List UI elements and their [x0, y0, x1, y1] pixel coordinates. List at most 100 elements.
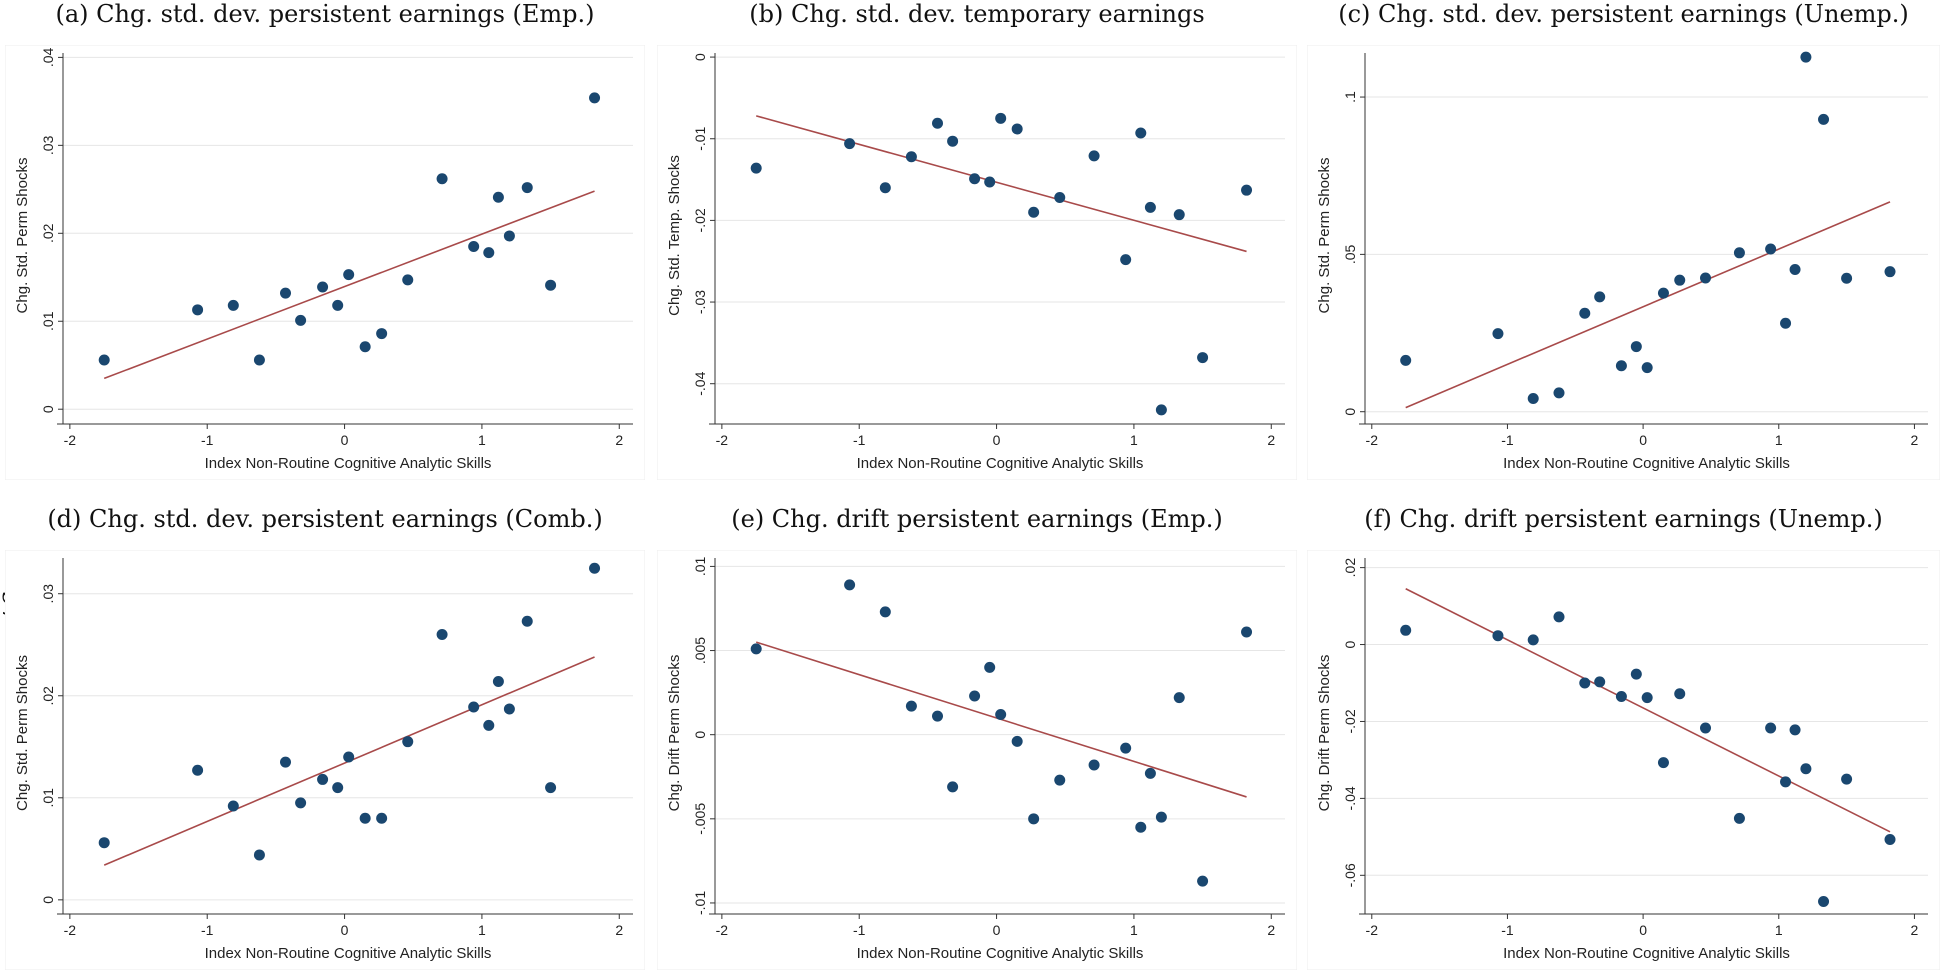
y-tick-label: -.04 — [692, 371, 708, 395]
data-point — [947, 781, 959, 793]
data-point — [492, 191, 504, 203]
data-point — [376, 812, 388, 824]
data-point — [1088, 759, 1100, 771]
data-point — [1657, 757, 1669, 769]
data-point — [1733, 812, 1745, 824]
y-tick-label: -.04 — [1342, 786, 1358, 810]
x-tick-label: -1 — [853, 922, 866, 938]
data-point — [317, 773, 329, 785]
data-point — [750, 162, 762, 174]
x-axis-title: Index Non-Routine Cognitive Analytic Ski… — [1503, 455, 1790, 472]
y-tick-label: .05 — [1342, 244, 1358, 264]
x-tick-label: -1 — [1501, 432, 1514, 448]
data-point — [879, 182, 891, 194]
data-point — [192, 764, 204, 776]
y-tick-label: .01 — [40, 788, 56, 808]
y-tick-label: .005 — [692, 637, 708, 664]
chart-plot: -2 -1 0 1 2 0 .01 .02 .03 Index Non-Routine Cogni… — [5, 550, 645, 970]
x-axis-title: Index Non-Routine Cognitive Analytic Ski… — [1503, 945, 1790, 962]
fit-line — [1405, 588, 1891, 833]
data-point — [521, 615, 533, 627]
data-point — [376, 328, 388, 340]
y-tick-label: .01 — [692, 556, 708, 576]
data-point — [1400, 624, 1412, 636]
x-tick-label: -1 — [1501, 922, 1514, 938]
chart-title: (e) Chg. drift persistent earnings (Emp.… — [731, 505, 1223, 533]
data-point — [905, 151, 917, 163]
y-tick-label: 0 — [692, 731, 708, 739]
data-point — [1400, 354, 1412, 366]
data-point — [1800, 763, 1812, 775]
chart-plot: -2 -1 0 1 2 -.06 -.04 -.02 0 .02 Index Non-Routine… — [1307, 550, 1940, 970]
data-point — [98, 837, 110, 849]
x-tick-label: 1 — [1130, 922, 1138, 938]
data-point — [1594, 676, 1606, 688]
y-axis-title: Chg. Std. Perm Shocks — [14, 158, 31, 314]
data-point — [1641, 692, 1653, 704]
x-tick-label: -2 — [716, 922, 729, 938]
data-point — [253, 849, 265, 861]
x-tick-label: 0 — [341, 922, 349, 938]
x-tick-label: 2 — [1911, 922, 1919, 938]
data-point — [1120, 254, 1132, 266]
y-tick-label: .01 — [40, 311, 56, 331]
y-tick-label: 0 — [692, 53, 708, 61]
data-point — [1780, 776, 1792, 788]
data-point — [1733, 247, 1745, 259]
x-tick-label: -1 — [201, 922, 214, 938]
x-tick-label: 2 — [1267, 922, 1275, 938]
y-tick-label: -.005 — [692, 803, 708, 835]
data-point — [1028, 206, 1040, 218]
data-point — [317, 281, 329, 293]
data-point — [483, 719, 495, 731]
data-point — [1011, 123, 1023, 135]
data-point — [192, 304, 204, 316]
chart-plot: -2 -1 0 1 2 -.01 -.005 0 .005 .01 Index Non-Routin… — [657, 550, 1297, 970]
data-point — [1011, 735, 1023, 747]
data-point — [1884, 266, 1896, 278]
y-tick-label: 0 — [40, 405, 56, 413]
chart-frame — [657, 550, 1297, 970]
data-point — [1197, 875, 1209, 887]
data-point — [1054, 192, 1066, 204]
x-tick-label: -2 — [64, 922, 77, 938]
data-point — [1088, 150, 1100, 162]
data-point — [1700, 272, 1712, 284]
x-tick-label: -2 — [716, 432, 729, 448]
data-point — [1241, 626, 1253, 638]
data-point — [932, 710, 944, 722]
chart-frame — [1307, 45, 1940, 480]
data-point — [1780, 317, 1792, 329]
data-point — [483, 247, 495, 259]
x-tick-label: 2 — [615, 432, 623, 448]
data-point — [1789, 263, 1801, 275]
data-point — [1700, 722, 1712, 734]
data-point — [1054, 774, 1066, 786]
data-point — [1657, 287, 1669, 299]
data-point — [1579, 307, 1591, 319]
x-tick-label: 2 — [615, 922, 623, 938]
x-tick-label: -1 — [201, 432, 214, 448]
fit-line — [103, 190, 595, 380]
chart-title: (a) Chg. std. dev. persistent earnings (… — [55, 0, 595, 28]
y-tick-label: .02 — [40, 686, 56, 706]
data-point — [1241, 184, 1253, 196]
data-point — [1841, 773, 1853, 785]
x-tick-label: 2 — [1267, 432, 1275, 448]
chart-plot: -2 -1 0 1 2 -.04 -.03 -.02 -.01 0 Index Non-Routin… — [657, 45, 1297, 480]
data-point — [1120, 742, 1132, 754]
data-point — [280, 756, 292, 768]
data-point — [492, 675, 504, 687]
data-point — [1527, 634, 1539, 646]
data-point — [436, 629, 448, 641]
data-point — [1674, 688, 1686, 700]
x-tick-label: 0 — [341, 432, 349, 448]
data-point — [1818, 113, 1830, 125]
data-point — [1144, 201, 1156, 213]
chart-plot: -2 -1 0 1 2 0 .05 .1 Index Non-Routine Cognitive… — [1307, 45, 1940, 480]
y-tick-label: .02 — [40, 223, 56, 243]
data-point — [1641, 362, 1653, 374]
data-point — [1173, 209, 1185, 221]
data-point — [969, 173, 981, 185]
fit-line — [755, 115, 1247, 253]
